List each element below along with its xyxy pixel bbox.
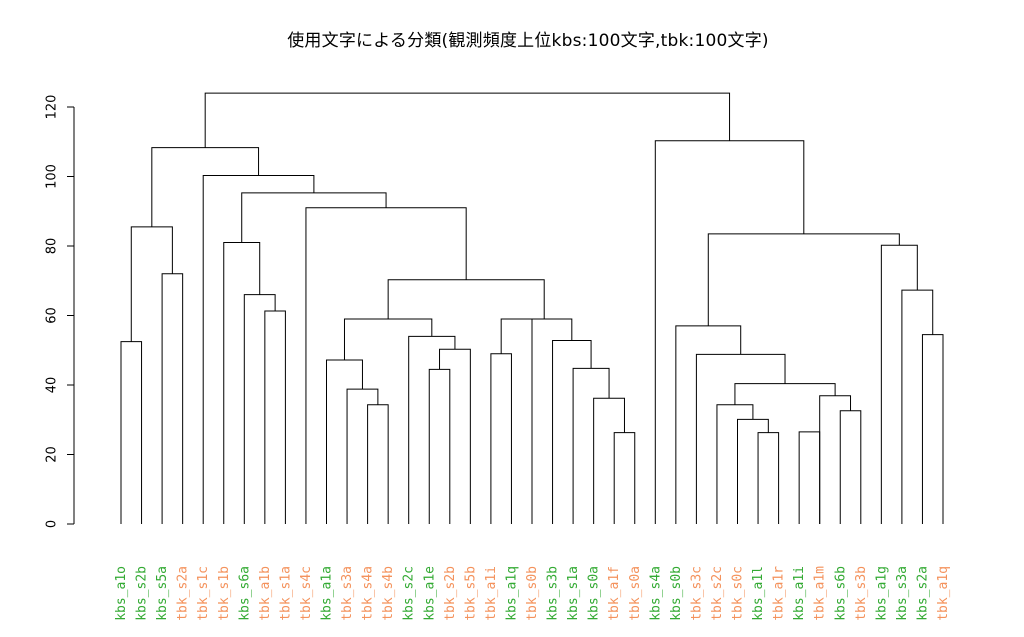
dendrogram-link [516,318,573,341]
leaf-label: tbk_a1b [258,566,273,621]
dendrogram-link [675,325,742,524]
dendrogram-link [439,348,471,524]
leaf-label: kbs_a1g [874,566,889,621]
leaf-label: tbk_s1a [278,566,293,621]
dendrogram-link [130,226,173,342]
dendrogram-link [202,174,315,524]
leaf-labels: kbs_a1o kbs_s2b kbs_s5a tbk_s2a tbk_s1c tbk_s… [114,566,951,621]
leaf-label: tbk_s1c [196,566,211,621]
chart-title: 使用文字による分類(観測頻度上位kbs:100文字,tbk:100文字) [287,31,769,51]
dendrogram-link [901,289,934,524]
leaf-label: kbs_s3a [895,566,910,621]
leaf-label: kbs_s1a [566,566,581,621]
dendrogram-link [367,404,389,524]
leaf-label: tbk_s4b [381,566,396,621]
leaf-label: kbs_s2b [135,566,150,621]
dendrogram-link [408,335,456,524]
dendrogram-link [346,388,379,524]
leaf-label: kbs_s4a [648,566,663,621]
y-tick-label: 80 [45,238,60,255]
dendrogram-link [500,318,533,524]
dendrogram-link [593,397,625,524]
dendrogram-link [243,294,276,524]
dendrogram-link [880,244,918,524]
y-tick-label: 40 [45,377,60,394]
leaf-label: tbk_s1b [217,566,232,621]
dendrogram-link [613,432,636,524]
leaf-label: tbk_s0b [525,566,540,621]
y-tick-label: 100 [45,164,60,189]
leaf-label: tbk_s4a [361,566,376,621]
dendrogram-link [151,147,260,227]
dendrogram-link [572,367,610,524]
dendrogram-link [204,92,731,148]
leaf-label: kbs_s6b [833,566,848,621]
dendrogram-link [343,318,433,360]
leaf-label: kbs_s0a [587,566,602,621]
y-axis: 0 20 40 60 80 100 120 [45,95,75,528]
y-tick-label: 0 [45,520,60,528]
leaf-label: kbs_a1l [751,566,766,621]
dendrogram-link [161,273,184,524]
dendrogram-link [387,279,545,319]
dendrogram-link [490,353,512,524]
leaf-label: kbs_a1a [320,566,335,621]
y-tick-label: 120 [45,95,60,120]
dendrogram-link [326,359,363,524]
dendrogram-link [654,140,805,524]
dendrogram-link [757,432,780,524]
dendrogram-link [305,207,467,524]
leaf-label: kbs_s0b [669,566,684,621]
leaf-label: tbk_a1q [936,566,951,621]
dendrogram-link [839,410,862,524]
dendrogram-link [716,404,754,524]
dendrogram-link [120,341,143,524]
leaf-label: tbk_s2c [710,566,725,621]
dendrogram-links [120,92,944,524]
leaf-label: tbk_s3a [340,566,355,621]
y-tick-label: 60 [45,307,60,324]
leaf-label: tbk_s3b [854,566,869,621]
leaf-label: kbs_a1q [504,566,519,621]
leaf-label: kbs_a1o [114,566,129,621]
dendrogram-link [707,233,900,326]
dendrogram-link [264,310,286,524]
leaf-label: tbk_s4c [299,566,314,621]
y-tick-label: 20 [45,446,60,463]
dendrogram-link [428,368,451,524]
leaf-label: kbs_s2c [402,566,417,621]
leaf-label: tbk_s5b [463,566,478,621]
leaf-label: tbk_s3c [689,566,704,621]
leaf-label: kbs_s6a [237,566,252,621]
dendrogram-link [695,353,786,524]
leaf-label: tbk_s0c [731,566,746,621]
dendrogram-link [223,242,261,524]
dendrogram-link [241,192,387,243]
leaf-label: kbs_a1i [792,566,807,621]
leaf-label: tbk_s0a [628,566,643,621]
leaf-label: tbk_s2b [443,566,458,621]
leaf-label: kbs_s3b [546,566,561,621]
leaf-label: kbs_s2a [915,566,930,621]
leaf-label: tbk_s2a [176,566,191,621]
leaf-label: kbs_s5a [155,566,170,621]
leaf-label: kbs_a1e [422,566,437,621]
leaf-label: tbk_a1r [772,566,787,621]
dendrogram-link [819,395,852,524]
leaf-label: tbk_a1f [607,566,622,621]
leaf-label: tbk_a1m [813,566,828,621]
dendrogram-link [798,431,821,524]
dendrogram-link [737,418,769,524]
leaf-label: tbk_a1i [484,566,499,621]
dendrogram-link [921,334,944,524]
